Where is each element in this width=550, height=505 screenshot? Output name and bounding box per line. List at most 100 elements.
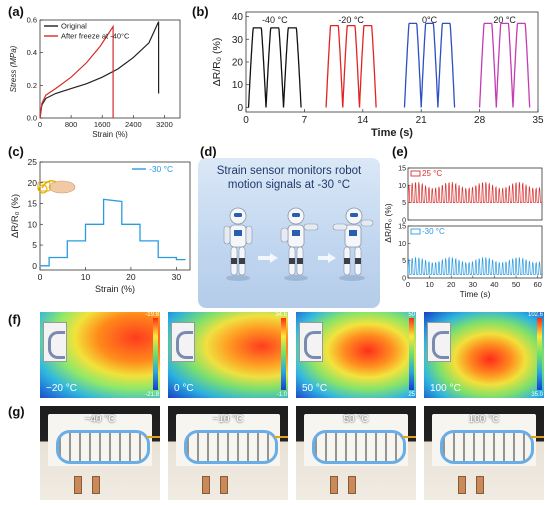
thermal-image: -19.8 -21.8 −20 °C (40, 312, 160, 398)
thermal-image: 34.6 -1.0 0 °C (168, 312, 288, 398)
thermal-scale-min: 35.0 (531, 392, 543, 398)
arrow-2 (318, 253, 336, 263)
chart-b-series-line (247, 27, 302, 108)
chart-c: 0 10 20 30 0 5 10 15 20 25 Strain (%) ΔR/R₀ (%) -30 … (10, 157, 191, 294)
chart-c-series-line (40, 198, 186, 267)
chart-a-xlabel: Strain (%) (92, 130, 128, 139)
chart-c-ytick-label: 5 (32, 240, 37, 250)
chart-b-series-line (403, 22, 456, 108)
chart-c-ytick-label: 20 (28, 178, 38, 188)
chart-e-ytick-label: 15 (398, 166, 406, 173)
chart-c-ytick-label: 15 (28, 199, 38, 209)
thermal-scale-min: -21.8 (145, 392, 159, 398)
robot-pose-2 (280, 207, 319, 281)
chart-b-annotation: 0°C (422, 15, 438, 25)
chart-e-series-line (407, 256, 542, 275)
chart-c-xtick-label: 0 (38, 272, 43, 282)
chart-b-ytick-label: 30 (232, 35, 244, 46)
thermal-color-scale (537, 318, 542, 390)
chart-b-annotation: -20 °C (338, 15, 364, 25)
chart-e-legend-label: -30 °C (422, 227, 445, 236)
thermal-image: 102.6 35.0 100 °C (424, 312, 544, 398)
robot-pose-3 (332, 207, 374, 281)
chart-b-ytick-label: 40 (232, 12, 244, 23)
copper-electrode (220, 476, 228, 494)
panel-label-c: (c) (8, 144, 24, 159)
robot-caption: Strain sensor monitors robot motion sign… (198, 164, 380, 192)
device-photo: −40 °C (40, 406, 160, 500)
thermal-inset-photo (427, 322, 451, 362)
panel-label-g: (g) (8, 404, 25, 419)
panel-label-e: (e) (392, 144, 408, 159)
thermal-scale-min: 25 (408, 392, 415, 398)
copper-electrode (476, 476, 484, 494)
chart-a-series-line (39, 21, 160, 119)
chart-e-ytick-label: 10 (398, 241, 406, 248)
chart-a-xtick-label: 1600 (94, 120, 111, 129)
thermal-inset-photo (299, 322, 323, 362)
chart-a-xtick-label: 3200 (156, 120, 173, 129)
chart-a-xtick-label: 0 (38, 120, 42, 129)
thermal-scale-max: 102.6 (527, 312, 543, 318)
copper-electrode (202, 476, 210, 494)
chart-b-annotation: -40 °C (262, 15, 288, 25)
chart-c-frame (39, 161, 191, 271)
chart-a-series-line (39, 24, 114, 119)
chart-c-legend-label: -30 °C (149, 164, 173, 174)
thermal-temperature-label: −20 °C (46, 383, 77, 394)
chart-a-ylabel: Stress (MPa) (9, 45, 18, 92)
lead-wire (146, 436, 160, 438)
robot-pose-1 (223, 207, 253, 281)
chart-c-xtick-label: 30 (172, 272, 182, 282)
chart-a-ytick-label: 0.0 (27, 114, 37, 123)
chart-b-xlabel: Time (s) (371, 127, 413, 139)
chart-c-ylabel: ΔR/R₀ (%) (10, 194, 21, 238)
chart-e-xtick-label: 0 (406, 280, 410, 289)
chart-e: 0 5 10 15 25 °C 0 5 10 15 -30 °C 0 10 20 30 40 50 60 Time… (383, 166, 543, 299)
chart-c-ytick-label: 10 (28, 219, 38, 229)
thermal-inset-photo (43, 322, 67, 362)
chart-b-series-line (478, 22, 531, 108)
chart-c-xlabel: Strain (%) (95, 284, 135, 294)
panel-label-d: (d) (200, 144, 217, 159)
chart-e-ytick-label: 5 (402, 200, 406, 207)
chart-a-ytick-label: 0.2 (27, 81, 37, 90)
chart-c-xtick-label: 20 (126, 272, 136, 282)
thermal-color-scale (153, 318, 158, 390)
chart-a-xtick-label: 2400 (125, 120, 142, 129)
chart-a-xtick-label: 800 (65, 120, 78, 129)
chart-c-xtick-label: 10 (81, 272, 91, 282)
thermal-temperature-label: 50 °C (302, 383, 328, 394)
chart-e-ytick-label: 15 (398, 224, 406, 231)
chart-a-ytick-label: 0.4 (27, 48, 37, 57)
stretchable-circuit (440, 430, 534, 464)
chart-a-legend-label: Original (61, 22, 87, 31)
arrow-1 (258, 253, 278, 263)
device-photo: 50 °C (296, 406, 416, 500)
lead-wire (402, 436, 416, 438)
stretchable-circuit (56, 430, 150, 464)
chart-e-xtick-label: 20 (447, 280, 455, 289)
thermal-scale-max: 50 (408, 312, 415, 318)
chart-b-xtick-label: 0 (243, 115, 249, 126)
chart-a-ytick-label: 0.6 (27, 16, 37, 25)
chart-b-annotation: 20 °C (493, 15, 516, 25)
robot-photo-panel: Strain sensor monitors robot motion sign… (198, 158, 380, 308)
photo-temperature-label: −10 °C (212, 414, 244, 425)
thermal-scale-min: -1.0 (276, 392, 287, 398)
copper-electrode (348, 476, 356, 494)
thermal-scale-max: -19.8 (145, 312, 159, 318)
chart-c-ytick-label: 25 (28, 157, 38, 167)
chart-a-legend-label: After freeze at -40°C (61, 32, 130, 41)
robot-caption-line2: motion signals at -30 °C (227, 179, 351, 191)
chart-e-ylabel: ΔR/R₀ (%) (383, 203, 393, 243)
chart-e-ytick-label: 0 (402, 276, 406, 283)
stretchable-circuit (312, 430, 406, 464)
chart-b: 0 7 14 21 28 35 0 10 20 30 40 Time (s) ΔR/R₀ (%) -40 … (211, 11, 544, 139)
chart-e-legend-swatch (410, 228, 421, 235)
device-photo: −10 °C (168, 406, 288, 500)
chart-e-ytick-label: 10 (398, 183, 406, 190)
lead-wire (274, 436, 288, 438)
thermal-color-scale (281, 318, 286, 390)
copper-electrode (92, 476, 100, 494)
